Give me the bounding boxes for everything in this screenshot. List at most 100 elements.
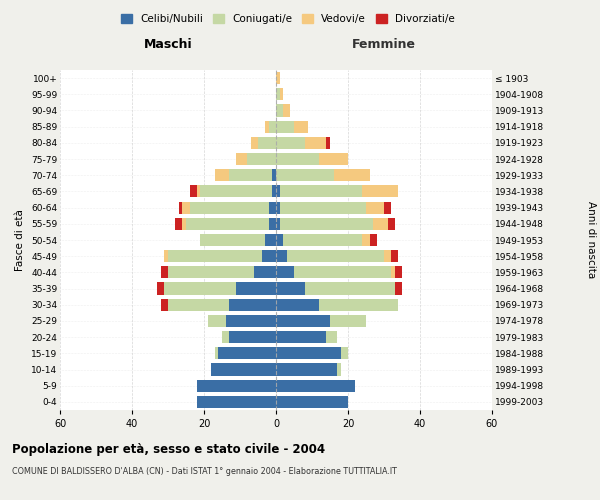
Bar xyxy=(229,331,276,343)
Bar xyxy=(168,250,262,262)
Bar xyxy=(218,348,276,360)
Bar xyxy=(280,202,366,213)
Bar xyxy=(215,169,229,181)
Text: Femmine: Femmine xyxy=(352,38,416,51)
Bar xyxy=(265,120,269,132)
Bar xyxy=(305,137,326,149)
Bar xyxy=(373,218,388,230)
Y-axis label: Fasce di età: Fasce di età xyxy=(16,209,25,271)
Bar xyxy=(276,153,319,165)
Bar xyxy=(161,298,168,311)
Bar xyxy=(276,72,280,84)
Bar xyxy=(319,298,398,311)
Bar xyxy=(384,202,391,213)
Bar xyxy=(294,120,308,132)
Bar xyxy=(326,331,337,343)
Bar xyxy=(388,218,395,230)
Bar xyxy=(362,186,398,198)
Bar xyxy=(215,348,218,360)
Bar xyxy=(226,315,276,327)
Bar xyxy=(330,315,366,327)
Bar xyxy=(182,218,186,230)
Bar xyxy=(190,202,269,213)
Bar xyxy=(197,396,276,408)
Bar xyxy=(280,88,283,101)
Bar xyxy=(200,234,265,246)
Legend: Celibi/Nubili, Coniugati/e, Vedovi/e, Divorziati/e: Celibi/Nubili, Coniugati/e, Vedovi/e, Di… xyxy=(117,10,459,29)
Bar xyxy=(164,282,236,294)
Bar xyxy=(276,298,319,311)
Bar xyxy=(168,298,229,311)
Bar xyxy=(337,364,341,376)
Bar xyxy=(236,282,276,294)
Bar xyxy=(222,331,229,343)
Bar xyxy=(157,282,164,294)
Bar xyxy=(272,186,276,198)
Bar xyxy=(276,120,294,132)
Bar xyxy=(168,266,254,278)
Bar xyxy=(283,234,362,246)
Bar xyxy=(280,186,362,198)
Bar xyxy=(179,202,182,213)
Bar xyxy=(229,298,276,311)
Bar xyxy=(276,169,334,181)
Bar xyxy=(276,234,283,246)
Bar xyxy=(362,234,370,246)
Bar xyxy=(283,104,290,117)
Bar xyxy=(276,250,287,262)
Bar xyxy=(265,234,276,246)
Text: Popolazione per età, sesso e stato civile - 2004: Popolazione per età, sesso e stato civil… xyxy=(12,442,325,456)
Bar xyxy=(164,250,168,262)
Bar xyxy=(208,315,226,327)
Bar xyxy=(269,120,276,132)
Bar xyxy=(190,186,197,198)
Bar xyxy=(276,88,280,101)
Bar xyxy=(200,186,272,198)
Bar xyxy=(276,137,305,149)
Bar xyxy=(272,169,276,181)
Text: COMUNE DI BALDISSERO D'ALBA (CN) - Dati ISTAT 1° gennaio 2004 - Elaborazione TUT: COMUNE DI BALDISSERO D'ALBA (CN) - Dati … xyxy=(12,468,397,476)
Bar xyxy=(391,250,398,262)
Bar xyxy=(276,348,341,360)
Bar xyxy=(276,104,283,117)
Bar xyxy=(276,364,337,376)
Bar xyxy=(276,315,330,327)
Bar xyxy=(395,266,402,278)
Bar xyxy=(236,153,247,165)
Bar xyxy=(280,218,373,230)
Bar xyxy=(276,380,355,392)
Bar xyxy=(319,153,348,165)
Text: Maschi: Maschi xyxy=(143,38,193,51)
Bar xyxy=(211,364,276,376)
Bar xyxy=(276,266,294,278)
Bar xyxy=(305,282,395,294)
Bar xyxy=(395,282,402,294)
Bar xyxy=(161,266,168,278)
Bar xyxy=(182,202,190,213)
Bar xyxy=(276,331,326,343)
Bar xyxy=(229,169,272,181)
Bar xyxy=(276,186,280,198)
Bar xyxy=(254,266,276,278)
Bar xyxy=(287,250,384,262)
Text: Anni di nascita: Anni di nascita xyxy=(586,202,596,278)
Bar xyxy=(186,218,269,230)
Bar xyxy=(276,202,280,213)
Bar xyxy=(197,186,200,198)
Bar xyxy=(269,218,276,230)
Bar xyxy=(258,137,276,149)
Bar xyxy=(341,348,348,360)
Bar xyxy=(276,282,305,294)
Bar xyxy=(391,266,395,278)
Bar xyxy=(276,218,280,230)
Bar xyxy=(326,137,330,149)
Bar xyxy=(294,266,391,278)
Bar xyxy=(370,234,377,246)
Bar xyxy=(366,202,384,213)
Bar xyxy=(262,250,276,262)
Bar xyxy=(334,169,370,181)
Bar xyxy=(276,396,348,408)
Bar xyxy=(247,153,276,165)
Bar xyxy=(175,218,182,230)
Bar xyxy=(269,202,276,213)
